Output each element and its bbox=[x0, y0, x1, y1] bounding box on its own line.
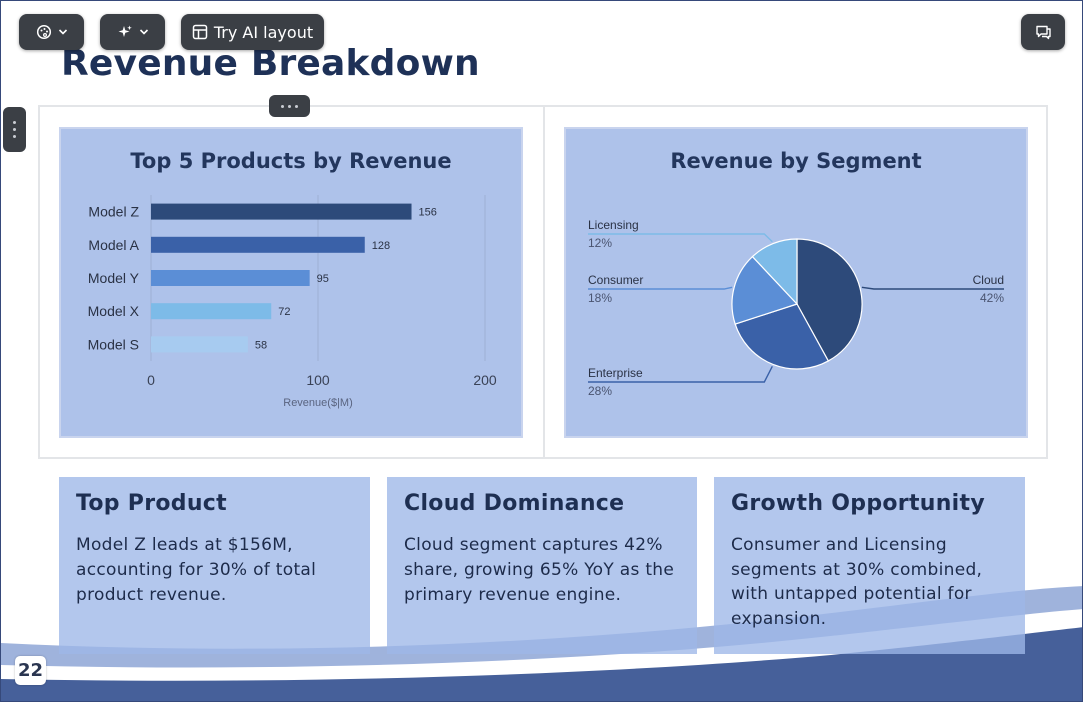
comments-button[interactable] bbox=[1021, 14, 1065, 50]
data-label: 156 bbox=[419, 207, 437, 219]
bar bbox=[151, 336, 248, 353]
pie-value-label: 18% bbox=[588, 291, 612, 305]
drag-handle-icon[interactable] bbox=[269, 95, 310, 117]
card-body: Model Z leads at $156M, accounting for 3… bbox=[76, 535, 317, 605]
magic-menu-button[interactable] bbox=[100, 14, 165, 50]
y-tick-label: Model Z bbox=[88, 204, 139, 220]
pie-chart: Cloud 42% Enterprise 28% Consumer 18% Licensin… bbox=[588, 218, 1004, 398]
insight-card-cloud-dominance[interactable]: Cloud Dominance Cloud segment captures 4… bbox=[387, 477, 697, 654]
bar bbox=[151, 236, 365, 253]
data-label: 58 bbox=[255, 339, 267, 351]
pie-chart-title: Revenue by Segment bbox=[670, 149, 922, 173]
pie-label: Consumer bbox=[588, 273, 643, 287]
leader-line bbox=[861, 286, 1004, 290]
pie-slice bbox=[796, 238, 863, 362]
palette-icon bbox=[36, 24, 52, 40]
leader-line bbox=[588, 233, 773, 243]
x-tick-label: 0 bbox=[147, 372, 155, 388]
data-label: 72 bbox=[278, 306, 290, 318]
y-tick-label: Model A bbox=[88, 237, 139, 253]
pie-label: Cloud bbox=[973, 273, 1004, 287]
chevron-down-icon bbox=[139, 28, 149, 36]
x-tick-label: 200 bbox=[473, 372, 497, 388]
leader-line bbox=[588, 365, 773, 383]
pie-slice bbox=[731, 255, 799, 325]
y-tick-label: Model X bbox=[88, 303, 140, 319]
bar bbox=[151, 303, 272, 320]
card-title: Top Product bbox=[76, 491, 227, 516]
bar-chart: 0 100 200 Model Z 156 Model A 128 Model Y 95 Mode… bbox=[88, 195, 497, 409]
leader-line bbox=[588, 286, 733, 290]
x-tick-label: 100 bbox=[306, 372, 330, 388]
try-ai-layout-button[interactable]: Try AI layout bbox=[181, 14, 324, 50]
pie-value-label: 12% bbox=[588, 236, 612, 250]
layout-icon bbox=[192, 24, 208, 40]
pie-label: Licensing bbox=[588, 218, 639, 232]
pie-chart-panel[interactable]: Revenue by Segment Cloud 42% Enterprise 28%… bbox=[564, 127, 1028, 438]
pie-slice bbox=[734, 303, 830, 370]
divider bbox=[543, 107, 545, 457]
insight-card-growth-opportunity[interactable]: Growth Opportunity Consumer and Licensin… bbox=[714, 477, 1025, 654]
pie-value-label: 42% bbox=[980, 291, 1004, 305]
insight-card-top-product[interactable]: Top Product Model Z leads at $156M, acco… bbox=[59, 477, 370, 654]
x-axis-label: Revenue($|M) bbox=[283, 397, 353, 409]
bar bbox=[151, 203, 412, 220]
y-tick-label: Model Y bbox=[88, 270, 140, 286]
data-label: 95 bbox=[317, 273, 329, 285]
comment-icon bbox=[1035, 24, 1052, 40]
card-body: Cloud segment captures 42% share, growin… bbox=[404, 535, 675, 605]
card-title: Growth Opportunity bbox=[731, 491, 985, 516]
data-label: 128 bbox=[372, 240, 390, 252]
pie-label: Enterprise bbox=[588, 366, 643, 380]
theme-menu-button[interactable] bbox=[19, 14, 84, 50]
pie-value-label: 28% bbox=[588, 384, 612, 398]
bar-chart-panel[interactable]: Top 5 Products by Revenue 0 100 200 Model Z… bbox=[59, 127, 523, 438]
drag-handle-icon[interactable] bbox=[3, 107, 26, 152]
try-ai-layout-label: Try AI layout bbox=[213, 22, 314, 42]
bar-chart-title: Top 5 Products by Revenue bbox=[130, 149, 452, 173]
card-title: Cloud Dominance bbox=[404, 491, 625, 516]
bar bbox=[151, 270, 310, 286]
chevron-down-icon bbox=[58, 28, 68, 36]
card-body: Consumer and Licensing segments at 30% c… bbox=[731, 535, 983, 629]
sparkles-icon bbox=[117, 24, 133, 40]
page-number: 22 bbox=[15, 656, 46, 685]
charts-container[interactable]: Top 5 Products by Revenue 0 100 200 Model Z… bbox=[38, 105, 1048, 459]
y-tick-label: Model S bbox=[88, 336, 139, 352]
pie-slice bbox=[751, 238, 798, 306]
